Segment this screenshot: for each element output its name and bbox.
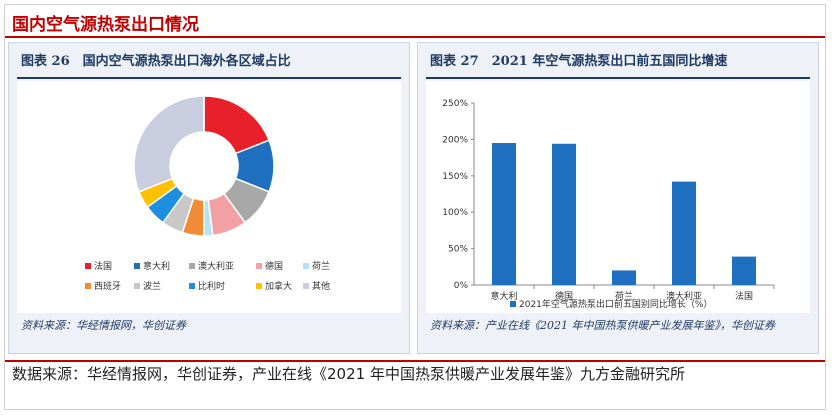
legend-label-7: 比利时 <box>198 280 225 292</box>
report-frame <box>4 4 826 410</box>
pie-title-divider <box>17 77 401 79</box>
y-tick-label-0: 0% <box>454 281 469 291</box>
pie-slice-9 <box>133 95 205 193</box>
bar-1 <box>552 143 576 285</box>
legend-swatch-7 <box>189 283 195 289</box>
legend-swatch-9 <box>303 283 309 289</box>
legend-swatch-5 <box>85 283 91 289</box>
bar-legend-swatch <box>510 301 516 307</box>
legend-label-5: 西班牙 <box>94 280 121 292</box>
section-title: 国内空气源热泵出口情况 <box>12 15 199 35</box>
pie-chart-area: 法国 意大利 澳大利亚 德国 荷兰西班牙 波兰 比利时 加拿大 其他 <box>17 81 401 313</box>
x-tick-label-2: 荷兰 <box>615 290 633 302</box>
legend-swatch-1 <box>134 263 140 269</box>
legend-label-6: 波兰 <box>143 280 161 292</box>
bar-0 <box>492 143 516 285</box>
y-tick-label-5: 250% <box>442 99 468 109</box>
bar-chart-source: 资料来源：产业在线《2021 年中国热泵供暖产业发展年鉴》，华创证券 <box>430 319 775 332</box>
bar-title-divider <box>426 77 810 79</box>
bar-chart: 0% 50% 100% 150% 200% 250% 意大利 德国 荷兰 澳大利亚 法国 2021年空… <box>442 99 775 310</box>
legend-label-0: 法国 <box>94 260 112 272</box>
legend-label-2: 澳大利亚 <box>198 260 234 272</box>
pie-chart-source: 资料来源：华经情报网，华创证券 <box>21 319 186 332</box>
pie-chart-title: 图表 26 国内空气源热泵出口海外各区域占比 <box>21 54 291 69</box>
bar-chart-title: 图表 27 2021 年空气源热泵出口前五国同比增速 <box>430 54 728 69</box>
y-tick-label-4: 200% <box>442 135 468 145</box>
legend-label-9: 其他 <box>312 280 330 292</box>
pie-chart-panel: 图表 26 国内空气源热泵出口海外各区域占比 法国 意大利 澳大利亚 德国 荷兰西班牙 波… <box>8 42 410 354</box>
legend-swatch-0 <box>85 263 91 269</box>
bar-chart-panel: 图表 27 2021 年空气源热泵出口前五国同比增速 0% 50% 100% 150%… <box>417 42 819 354</box>
legend-swatch-2 <box>189 263 195 269</box>
bar-chart-area: 0% 50% 100% 150% 200% 250% 意大利 德国 荷兰 澳大利亚 法国 2021年空… <box>426 81 810 313</box>
legend-swatch-8 <box>256 283 262 289</box>
legend-swatch-3 <box>256 263 262 269</box>
x-tick-label-4: 法国 <box>735 290 753 302</box>
x-tick-label-3: 澳大利亚 <box>666 290 702 302</box>
y-tick-label-2: 100% <box>442 208 468 218</box>
x-tick-label-0: 意大利 <box>490 290 517 302</box>
legend-label-8: 加拿大 <box>265 280 292 292</box>
legend-label-1: 意大利 <box>143 260 170 272</box>
footer-divider <box>5 360 825 362</box>
y-tick-label-3: 150% <box>442 172 468 182</box>
bar-4 <box>732 256 756 285</box>
legend-swatch-6 <box>134 283 140 289</box>
bar-3 <box>672 181 696 285</box>
y-tick-label-1: 50% <box>448 245 468 255</box>
footer-note: 数据来源：华经情报网，华创证券，产业在线《2021 年中国热泵供暖产业发展年鉴》… <box>12 365 685 383</box>
title-divider <box>5 36 825 38</box>
bar-legend-label: 2021年空气源热泵出口前五国别同比增长（%） <box>519 298 712 310</box>
legend-label-4: 荷兰 <box>312 260 330 272</box>
legend-label-3: 德国 <box>265 260 283 272</box>
legend-swatch-4 <box>303 263 309 269</box>
bar-2 <box>612 270 636 285</box>
x-tick-label-1: 德国 <box>555 290 573 302</box>
